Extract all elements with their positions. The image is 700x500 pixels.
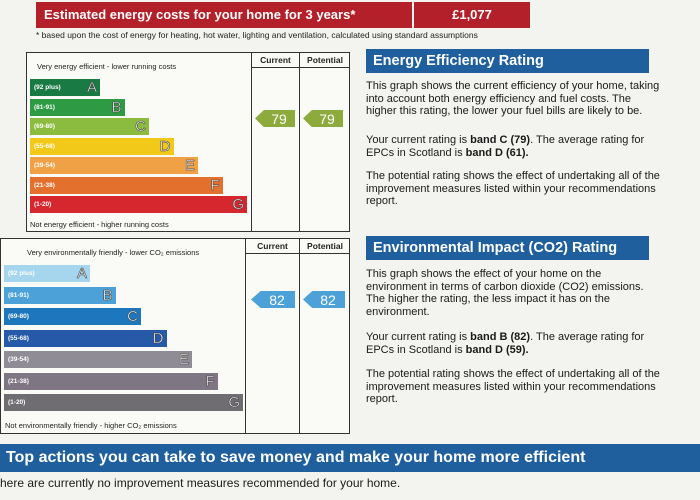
band-letter: C [127,308,138,326]
energy-potential-text: The potential rating shows the effect of… [366,170,660,207]
band-letter: D [159,137,171,155]
energy-rating-chart: Current Potential Very energy efficient … [26,52,350,232]
band-letter: B [102,286,113,304]
energy-current-arrow: 79 [255,110,295,127]
cost-label: Estimated energy costs for your home for… [36,2,412,28]
top-actions-header: Top actions you can take to save money a… [0,444,700,472]
band-c: (69-80) C [4,308,141,325]
band-letter: F [205,372,215,390]
energy-current-band: band C (79) [470,134,531,146]
band-range: (39-54) [8,356,29,363]
band-range: (81-91) [8,291,29,299]
band-range: (55-68) [34,142,55,150]
energy-current-rating-text: Your current rating is band C (79). The … [366,134,645,159]
band-b: (81-91) B [30,98,125,116]
band-c: (69-80) C [30,118,149,135]
energy-efficiency-title: Energy Efficiency Rating [366,49,649,73]
band-range: (21-38) [34,181,55,189]
band-range: (21-38) [8,377,29,385]
band-letter: E [178,351,190,369]
band-range: (69-80) [34,123,55,130]
band-letter: E [184,157,196,175]
env-current-header: Current [245,239,299,254]
band-range: (92 plus) [34,84,61,91]
env-bottom-caption: Not environmentally friendly - higher CO… [5,421,177,430]
band-e: (39-54) E [30,157,198,174]
energy-description: This graph shows the current efficiency … [366,80,660,117]
energy-top-caption: Very energy efficient - lower running co… [37,62,177,71]
cost-note: * based upon the cost of energy for heat… [36,30,478,40]
env-potential-header: Potential [299,239,350,254]
band-g: (1-20) G [4,394,243,411]
cost-bar: Estimated energy costs for your home for… [36,2,530,28]
environment-current-rating-text: Your current rating is band B (82). The … [366,331,645,356]
band-letter: A [86,79,98,97]
energy-potential-arrow: 79 [303,110,343,127]
band-f: (21-38) F [4,372,218,390]
energy-average-band: band D (61). [465,146,529,159]
band-letter: F [210,176,220,194]
energy-current-header: Current [251,53,299,68]
environmental-impact-title: Environmental Impact (CO2) Rating [366,236,649,260]
env-top-caption: Very environmentally friendly - lower CO… [27,248,200,257]
band-letter: D [152,329,164,347]
band-a: (92 plus) A [30,79,100,96]
band-letter: C [135,118,146,136]
band-letter: A [76,265,88,283]
environment-potential-text: The potential rating shows the effect of… [366,368,660,405]
environment-description: This graph shows the effect of your home… [366,268,644,318]
band-g: (1-20) G [30,196,247,213]
band-f: (21-38) F [30,176,223,194]
env-current-arrow: 82 [251,291,295,308]
band-letter: G [228,394,240,412]
band-letter: B [111,98,122,116]
band-range: (69-80) [8,313,29,320]
band-range: (81-91) [34,103,55,111]
band-range: (39-54) [34,162,55,169]
band-range: (55-68) [8,334,29,342]
band-range: (92 plus) [8,270,35,277]
top-actions-note: here are currently no improvement measur… [0,476,401,490]
environment-current-band: band B (82) [470,331,531,343]
environment-rating-chart: Current Potential Very environmentally f… [0,238,350,434]
band-b: (81-91) B [4,286,116,304]
band-range: (1-20) [34,201,52,208]
energy-potential-header: Potential [299,53,350,68]
band-d: (55-68) D [30,137,174,155]
env-potential-arrow: 82 [303,291,345,308]
band-d: (55-68) D [4,329,167,347]
cost-value: £1,077 [414,2,530,28]
energy-bottom-caption: Not energy efficient - higher running co… [30,220,169,229]
band-e: (39-54) E [4,351,192,368]
band-range: (1-20) [8,399,26,406]
band-a: (92 plus) A [4,265,90,282]
band-letter: G [232,196,244,214]
environment-average-band: band D (59). [465,343,529,356]
